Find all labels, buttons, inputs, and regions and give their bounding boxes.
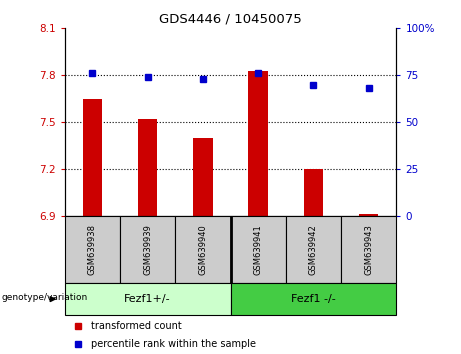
Bar [230,283,396,315]
Text: percentile rank within the sample: percentile rank within the sample [91,339,256,349]
Bar [286,216,341,283]
Bar [230,216,286,283]
Text: GSM639943: GSM639943 [364,224,373,275]
Bar [138,119,157,216]
Bar [359,215,378,216]
Text: Fezf1+/-: Fezf1+/- [124,294,171,304]
Bar [248,70,268,216]
Text: transformed count: transformed count [91,321,182,331]
Bar [304,169,323,216]
Text: genotype/variation: genotype/variation [1,293,88,302]
Text: Fezf1 -/-: Fezf1 -/- [291,294,336,304]
Bar [175,216,230,283]
Text: GSM639939: GSM639939 [143,224,152,275]
Bar [193,138,213,216]
Bar [120,216,175,283]
Text: GSM639941: GSM639941 [254,224,263,275]
Text: GSM639942: GSM639942 [309,224,318,275]
Text: GSM639940: GSM639940 [198,224,207,275]
Bar [83,99,102,216]
Bar [65,283,230,315]
Text: GSM639938: GSM639938 [88,224,97,275]
Bar [65,216,120,283]
Bar [341,216,396,283]
Title: GDS4446 / 10450075: GDS4446 / 10450075 [159,13,302,26]
